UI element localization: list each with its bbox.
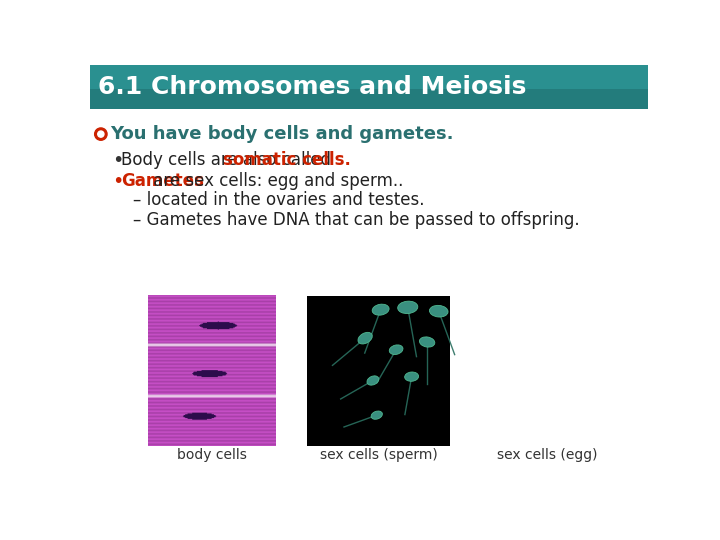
Text: body cells: body cells: [177, 448, 247, 462]
Circle shape: [94, 128, 107, 140]
Text: somatic cells.: somatic cells.: [223, 151, 351, 169]
Bar: [90, 89, 648, 110]
Ellipse shape: [371, 411, 382, 419]
Text: 6.1 Chromosomes and Meiosis: 6.1 Chromosomes and Meiosis: [98, 75, 526, 99]
Text: are sex cells: egg and sperm..: are sex cells: egg and sperm..: [148, 172, 403, 190]
Ellipse shape: [367, 376, 379, 385]
Text: •: •: [112, 172, 123, 191]
Bar: [90, 65, 648, 110]
Circle shape: [98, 131, 104, 137]
Text: sex cells (egg): sex cells (egg): [497, 448, 598, 462]
Ellipse shape: [390, 345, 403, 354]
Text: •: •: [112, 151, 123, 170]
Text: Gametes: Gametes: [121, 172, 204, 190]
Ellipse shape: [420, 337, 435, 347]
Ellipse shape: [405, 372, 418, 381]
Text: sex cells (sperm): sex cells (sperm): [320, 448, 438, 462]
Text: Body cells are also called: Body cells are also called: [121, 151, 336, 169]
Ellipse shape: [429, 306, 448, 317]
Ellipse shape: [372, 304, 389, 315]
Ellipse shape: [397, 301, 418, 314]
Bar: [307, 296, 451, 446]
Text: You have body cells and gametes.: You have body cells and gametes.: [110, 125, 454, 143]
Text: – Gametes have DNA that can be passed to offspring.: – Gametes have DNA that can be passed to…: [132, 211, 580, 228]
Ellipse shape: [358, 332, 372, 344]
Text: – located in the ovaries and testes.: – located in the ovaries and testes.: [132, 191, 424, 210]
